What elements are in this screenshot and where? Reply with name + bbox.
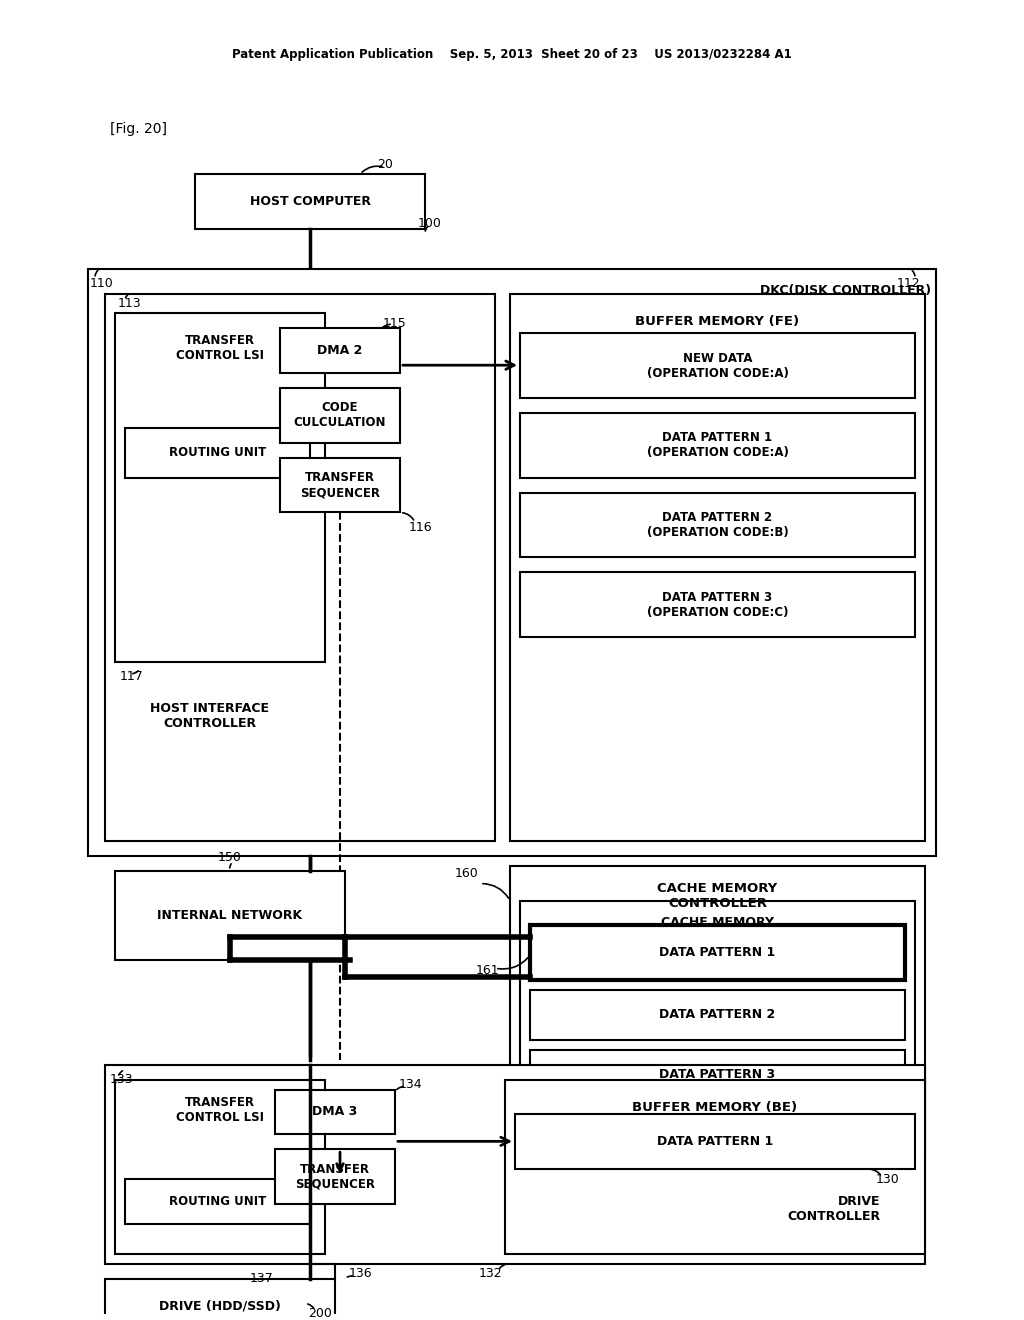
Text: ROUTING UNIT: ROUTING UNIT [169,1195,266,1208]
Text: 117: 117 [120,671,143,684]
Text: NEW DATA
(OPERATION CODE:A): NEW DATA (OPERATION CODE:A) [646,351,788,380]
Text: DKC(DISK CONTROLLER): DKC(DISK CONTROLLER) [760,284,931,297]
Text: TRANSFER
CONTROL LSI: TRANSFER CONTROL LSI [176,334,264,362]
FancyBboxPatch shape [520,334,915,399]
Text: 137: 137 [250,1272,273,1286]
Text: TRANSFER
CONTROL LSI: TRANSFER CONTROL LSI [176,1096,264,1123]
Text: 115: 115 [383,317,407,330]
FancyBboxPatch shape [280,329,400,374]
FancyBboxPatch shape [520,572,915,636]
FancyBboxPatch shape [530,990,905,1040]
Text: CODE
CULCULATION: CODE CULCULATION [294,401,386,429]
FancyBboxPatch shape [125,428,310,478]
FancyBboxPatch shape [510,293,925,841]
FancyBboxPatch shape [280,458,400,512]
Text: DATA PATTERN 2: DATA PATTERN 2 [659,1008,775,1022]
FancyBboxPatch shape [275,1150,395,1204]
FancyBboxPatch shape [125,1179,310,1224]
Text: 150: 150 [218,851,242,865]
Text: 110: 110 [90,277,114,290]
Text: DATA PATTERN 2
(OPERATION CODE:B): DATA PATTERN 2 (OPERATION CODE:B) [646,511,788,539]
FancyBboxPatch shape [505,1080,925,1254]
Text: CACHE MEMORY
CONTROLLER: CACHE MEMORY CONTROLLER [657,882,777,909]
FancyBboxPatch shape [105,1065,925,1263]
FancyBboxPatch shape [530,925,905,981]
Text: DRIVE (HDD/SSD): DRIVE (HDD/SSD) [159,1299,281,1312]
Text: BUFFER MEMORY (FE): BUFFER MEMORY (FE) [636,315,800,327]
FancyBboxPatch shape [280,388,400,442]
Text: DATA PATTERN 3
(OPERATION CODE:C): DATA PATTERN 3 (OPERATION CODE:C) [647,590,788,619]
FancyBboxPatch shape [510,866,925,1154]
FancyBboxPatch shape [195,174,425,228]
Text: 130: 130 [877,1172,900,1185]
FancyBboxPatch shape [105,293,495,841]
Text: 100: 100 [418,218,442,231]
Text: 200: 200 [308,1307,332,1320]
FancyBboxPatch shape [520,492,915,557]
Text: 136: 136 [348,1267,372,1280]
FancyBboxPatch shape [515,1114,915,1170]
Text: HOST COMPUTER: HOST COMPUTER [250,195,371,209]
FancyBboxPatch shape [520,900,915,1144]
Text: Patent Application Publication    Sep. 5, 2013  Sheet 20 of 23    US 2013/023228: Patent Application Publication Sep. 5, 2… [232,49,792,61]
Text: HOST INTERFACE
CONTROLLER: HOST INTERFACE CONTROLLER [151,702,269,730]
Text: 132: 132 [478,1267,502,1280]
Text: DRIVE
CONTROLLER: DRIVE CONTROLLER [786,1195,880,1224]
Text: 134: 134 [398,1078,422,1092]
Text: 112: 112 [896,277,920,290]
Text: ROUTING UNIT: ROUTING UNIT [169,446,266,459]
Text: DATA PATTERN 1
(OPERATION CODE:A): DATA PATTERN 1 (OPERATION CODE:A) [646,432,788,459]
Text: 133: 133 [110,1073,133,1086]
Text: TRANSFER
SEQUENCER: TRANSFER SEQUENCER [300,471,380,499]
Text: [Fig. 20]: [Fig. 20] [110,123,167,136]
Text: 160: 160 [455,867,479,880]
FancyBboxPatch shape [105,1279,335,1320]
Text: DATA PATTERN 1: DATA PATTERN 1 [659,946,775,960]
FancyBboxPatch shape [88,269,936,855]
FancyBboxPatch shape [115,1080,325,1254]
Text: DATA PATTERN 3: DATA PATTERN 3 [659,1068,775,1081]
Text: DATA PATTERN 1: DATA PATTERN 1 [656,1135,773,1148]
FancyBboxPatch shape [530,1049,905,1100]
Text: TRANSFER
SEQUENCER: TRANSFER SEQUENCER [295,1163,375,1191]
Text: 116: 116 [409,521,432,533]
Text: CACHE MEMORY: CACHE MEMORY [662,916,774,929]
FancyBboxPatch shape [520,413,915,478]
FancyBboxPatch shape [115,313,325,661]
FancyBboxPatch shape [275,1089,395,1134]
FancyBboxPatch shape [115,871,345,960]
Text: 113: 113 [118,297,141,310]
Text: BUFFER MEMORY (BE): BUFFER MEMORY (BE) [633,1101,798,1114]
Text: 20: 20 [377,157,393,170]
Text: INTERNAL NETWORK: INTERNAL NETWORK [158,909,302,921]
Text: 161: 161 [475,964,499,977]
Text: DMA 3: DMA 3 [312,1105,357,1118]
Text: DMA 2: DMA 2 [317,345,362,358]
